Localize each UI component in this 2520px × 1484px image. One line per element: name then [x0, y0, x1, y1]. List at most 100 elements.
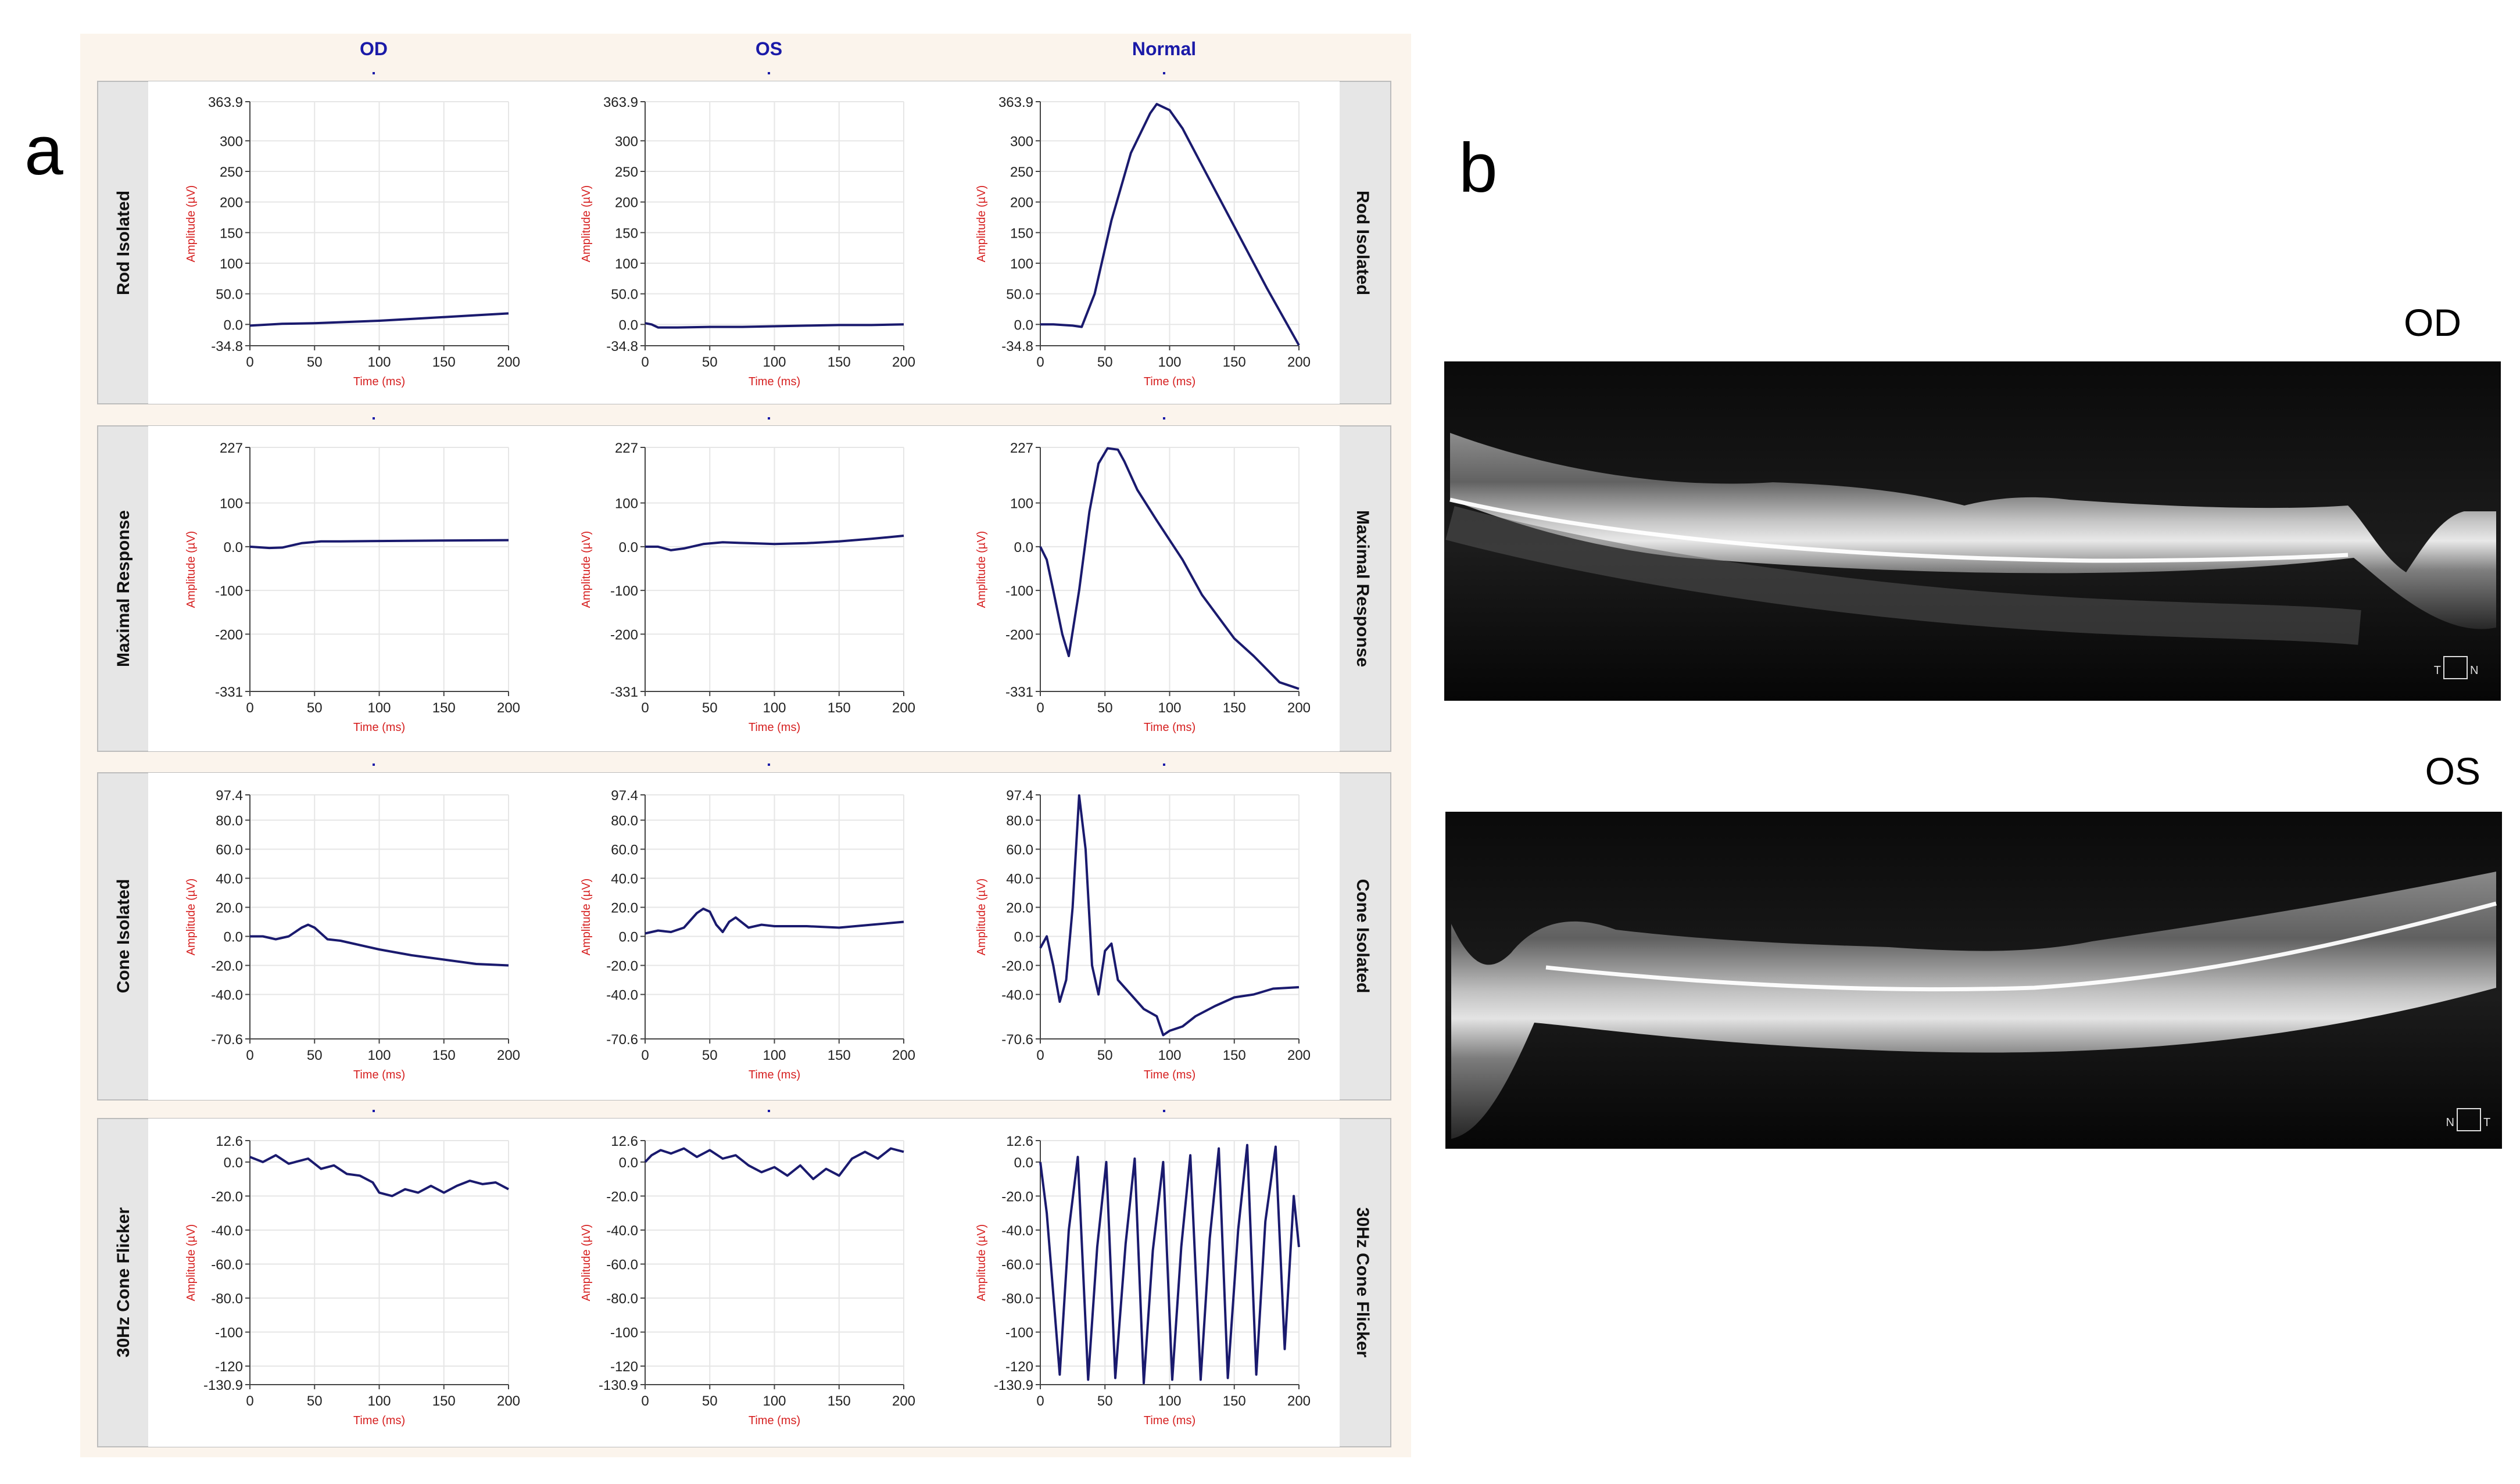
y-tick-label: -34.8: [606, 339, 638, 354]
y-tick-label: 100: [220, 496, 243, 512]
erg-trace: [249, 539, 509, 550]
y-tick-label: -120: [610, 1359, 638, 1375]
y-tick-label: 363.9: [998, 95, 1033, 110]
y-tick-label: -70.6: [211, 1032, 243, 1048]
x-tick-label: 150: [1223, 1393, 1246, 1409]
y-tick-label: -20.0: [211, 1189, 243, 1205]
y-tick-label: 200: [1010, 195, 1033, 211]
y-axis-label: Amplitude (µV): [185, 531, 198, 608]
x-tick-label: 50: [702, 1048, 718, 1063]
oct-label-od: OD: [2404, 301, 2461, 344]
x-tick-label: 200: [892, 1393, 915, 1409]
row-label-right: Cone Isolated: [1353, 879, 1372, 994]
erg-trace: [1039, 794, 1300, 1037]
x-tick-label: 100: [1158, 700, 1181, 716]
x-axis-label: Time (ms): [1144, 721, 1195, 734]
y-axis-label: Amplitude (µV): [185, 1224, 198, 1302]
column-title-os: OS: [756, 38, 782, 59]
erg-chart-cone-isolated-od: -70.6 -40.0 -20.0 0.0 20.0 40.0 60.0 80.0 97.4 0 5…: [185, 788, 520, 1081]
row-label-right: Rod Isolated: [1353, 191, 1372, 295]
oct-orientation-right: T: [2483, 1116, 2490, 1129]
y-tick-label: 150: [1010, 225, 1033, 241]
y-tick-label: 12.6: [611, 1134, 638, 1149]
x-tick-label: 50: [1097, 700, 1113, 716]
y-tick-label: 100: [615, 496, 638, 512]
y-tick-label: -34.8: [211, 339, 243, 354]
y-tick-label: 0.0: [619, 540, 638, 555]
x-axis-label: Time (ms): [353, 721, 405, 734]
x-tick-label: 150: [1223, 700, 1246, 716]
x-tick-label: 150: [1223, 354, 1246, 370]
x-axis-label: Time (ms): [749, 1069, 800, 1081]
y-tick-label: 12.6: [216, 1134, 243, 1149]
x-axis-label: Time (ms): [353, 1069, 405, 1081]
y-tick-label: -80.0: [606, 1291, 638, 1307]
y-tick-label: 0.0: [224, 930, 243, 945]
y-axis-label: Amplitude (µV): [580, 531, 593, 608]
x-tick-label: 100: [1158, 1048, 1181, 1063]
x-axis-label: Time (ms): [1144, 375, 1195, 388]
x-tick-label: 50: [1097, 1393, 1113, 1409]
y-tick-label: 100: [220, 256, 243, 272]
y-tick-label: -20.0: [1001, 959, 1033, 974]
y-tick-label: 250: [1010, 164, 1033, 180]
panel-b-label: b: [1459, 129, 1498, 207]
column-markers: [373, 72, 1165, 1112]
y-tick-label: -200: [1005, 627, 1033, 643]
oct-label-os: OS: [2425, 750, 2480, 793]
x-tick-label: 150: [828, 1048, 851, 1063]
row-label-left: Maximal Response: [114, 510, 133, 667]
erg-trace: [645, 908, 904, 935]
oct-orientation-right: N: [2470, 664, 2478, 677]
x-tick-label: 200: [1287, 1048, 1311, 1063]
erg-chart-rod-isolated-od: -34.8 0.0 50.0 100 150 200 250 300 363.9 0 50 100 15…: [185, 95, 520, 388]
x-tick-label: 0: [246, 1048, 253, 1063]
y-tick-label: 0.0: [224, 1155, 243, 1171]
y-tick-label: 250: [220, 164, 243, 180]
x-tick-label: 0: [641, 1048, 649, 1063]
x-tick-label: 0: [641, 1393, 649, 1409]
x-tick-label: 50: [307, 1048, 323, 1063]
erg-charts: -34.8 0.0 50.0 100 150 200 250 300 363.9 0 50 100 15…: [185, 95, 1311, 1427]
y-tick-label: -80.0: [211, 1291, 243, 1307]
x-tick-label: 150: [432, 1393, 456, 1409]
erg-trace: [1040, 103, 1300, 346]
y-tick-label: 0.0: [619, 317, 638, 333]
x-tick-label: 0: [1036, 1048, 1044, 1063]
y-tick-label: 97.4: [1006, 788, 1033, 804]
y-tick-label: 80.0: [1006, 813, 1033, 829]
x-tick-label: 100: [367, 700, 391, 716]
x-tick-label: 100: [763, 354, 786, 370]
x-tick-label: 150: [432, 1048, 456, 1063]
y-tick-label: -40.0: [1001, 988, 1033, 1003]
y-tick-label: 0.0: [1014, 317, 1033, 333]
y-tick-label: -130.9: [994, 1378, 1033, 1393]
erg-trace: [1039, 447, 1300, 690]
y-axis-label: Amplitude (µV): [580, 185, 593, 263]
erg-chart-rod-isolated-normal: -34.8 0.0 50.0 100 150 200 250 300 363.9 0 50 100 15…: [975, 95, 1311, 388]
x-axis-label: Time (ms): [749, 721, 800, 734]
x-tick-label: 150: [828, 700, 851, 716]
y-tick-label: -20.0: [1001, 1189, 1033, 1205]
y-tick-label: -120: [1005, 1359, 1033, 1375]
row-30hz-cone-flicker: 30Hz Cone Flicker 30Hz Cone Flicker: [97, 1118, 1391, 1447]
y-tick-label: -40.0: [606, 1223, 638, 1239]
y-tick-label: 363.9: [208, 95, 243, 110]
erg-trace: [249, 312, 509, 327]
x-tick-label: 200: [892, 354, 915, 370]
oct-scan-od: T N: [1444, 361, 2501, 701]
y-tick-label: -80.0: [1001, 1291, 1033, 1307]
y-axis-label: Amplitude (µV): [975, 879, 988, 956]
x-tick-label: 50: [1097, 1048, 1113, 1063]
x-tick-label: 200: [1287, 354, 1311, 370]
y-tick-label: 0.0: [619, 930, 638, 945]
y-tick-label: 60.0: [216, 843, 243, 858]
x-axis-label: Time (ms): [749, 375, 800, 388]
y-tick-label: -34.8: [1001, 339, 1033, 354]
y-tick-label: 20.0: [216, 901, 243, 916]
erg-trace: [645, 322, 904, 329]
x-tick-label: 100: [367, 1393, 391, 1409]
erg-chart-maximal-response-os: -331 -200 -100 0.0 100 227 0 50 100 150 200 Time (m…: [580, 440, 915, 734]
x-tick-label: 150: [828, 354, 851, 370]
x-tick-label: 200: [1287, 700, 1311, 716]
